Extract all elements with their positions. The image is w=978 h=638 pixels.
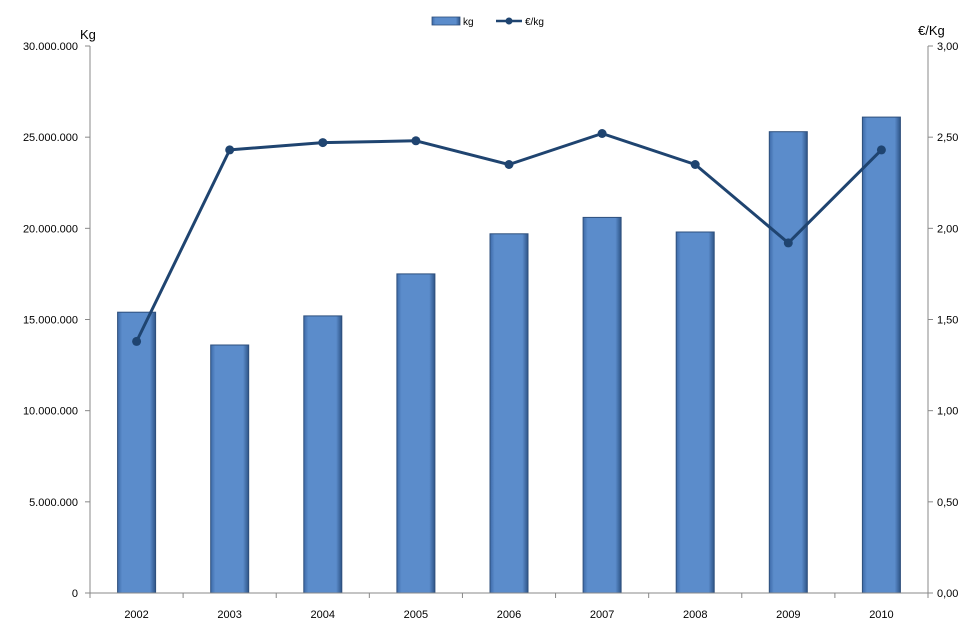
price-point-2005: [411, 136, 421, 146]
y-left-tick-label: 20.000.000: [23, 223, 78, 235]
bar-2004: [303, 315, 343, 594]
y-axis-right-ticks: 0,00 0,50 1,00 1,50 2,00 2,50 3,00: [928, 41, 958, 600]
price-point-2006: [504, 160, 514, 169]
y-right-tick-label: 1,50: [937, 315, 958, 327]
y-axis-left-label: Kg: [80, 27, 96, 42]
price-point-2010: [876, 145, 886, 155]
bar-2010: [861, 116, 901, 594]
y-axis-right-label: €/Kg: [918, 23, 945, 38]
x-tick-label: 2008: [683, 609, 707, 621]
price-point-2009: [783, 238, 793, 248]
bar-2002: [117, 311, 157, 594]
x-tick-label: 2009: [776, 609, 800, 621]
x-tick-label: 2003: [217, 609, 241, 621]
price-point-2004: [318, 138, 328, 148]
y-right-tick-label: 3,00: [937, 41, 958, 53]
y-left-tick-label: 30.000.000: [23, 41, 78, 53]
x-tick-label: 2006: [497, 609, 521, 621]
bar-2009: [768, 131, 808, 594]
y-left-tick-label: 0: [72, 588, 78, 600]
y-right-tick-label: 2,50: [937, 132, 958, 144]
line-series: [132, 129, 886, 346]
x-tick-label: 2007: [590, 609, 614, 621]
y-axis-left-ticks: 0 5.000.000 10.000.000 15.000.000 20.000.000…: [23, 41, 90, 600]
bar-2003: [210, 344, 250, 594]
y-right-tick-label: 2,00: [937, 223, 958, 235]
y-left-tick-label: 25.000.000: [23, 132, 78, 144]
price-point-2002: [132, 336, 142, 346]
x-tick-label: 2004: [311, 609, 335, 621]
y-right-tick-label: 0,50: [937, 497, 958, 509]
x-tick-label: 2005: [404, 609, 428, 621]
y-right-tick-label: 0,00: [937, 588, 958, 600]
y-left-tick-label: 10.000.000: [23, 406, 78, 418]
price-point-2007: [597, 129, 607, 138]
legend-kg-label: kg: [463, 17, 474, 28]
price-point-2003: [225, 145, 235, 155]
bar-series: [117, 116, 901, 594]
bar-2008: [675, 231, 715, 594]
x-tick-label: 2002: [124, 609, 148, 621]
legend: kg €/kg: [431, 16, 544, 28]
y-right-tick-label: 1,00: [937, 406, 958, 418]
bar-2006: [489, 233, 529, 594]
legend-price-label: €/kg: [525, 17, 544, 28]
y-left-tick-label: 15.000.000: [23, 315, 78, 327]
x-tick-label: 2010: [869, 609, 893, 621]
y-left-tick-label: 5.000.000: [29, 497, 78, 509]
legend-kg-swatch: [431, 16, 461, 26]
x-axis-ticks: 2002 2003 2004 2005 2006 2007 2008 2009 2010: [89, 593, 929, 621]
bar-2005: [396, 273, 436, 594]
bar-2007: [582, 216, 622, 594]
price-point-2008: [690, 160, 700, 169]
